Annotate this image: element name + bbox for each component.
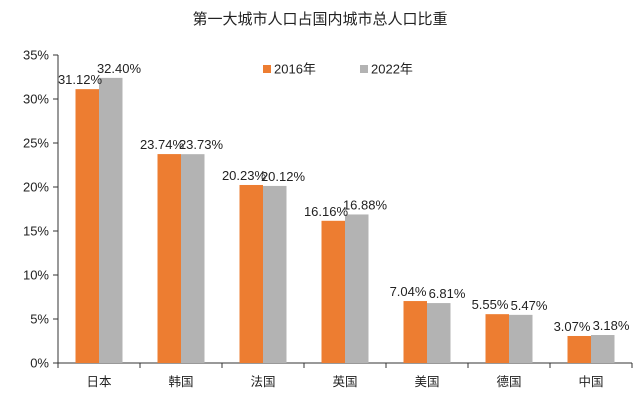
x-tick-label: 韩国 bbox=[168, 374, 193, 389]
bar-series1 bbox=[75, 89, 99, 364]
legend: 2016年 2022年 bbox=[263, 62, 413, 77]
data-label: 3.07% bbox=[554, 319, 591, 334]
y-tick-label: 20% bbox=[23, 180, 49, 195]
x-tick-label: 德国 bbox=[496, 374, 521, 389]
y-tick-label: 35% bbox=[23, 48, 49, 63]
y-tick-label: 25% bbox=[23, 136, 49, 151]
data-label: 3.18% bbox=[593, 318, 630, 333]
x-tick-label: 法国 bbox=[250, 374, 275, 389]
chart-title: 第一大城市人口占国内城市总人口比重 bbox=[192, 10, 447, 28]
data-labels: 31.12%32.40% 23.74%23.73% 20.23%20.12% 16.1… bbox=[58, 61, 630, 334]
data-label: 31.12% bbox=[58, 72, 103, 87]
bar-series1 bbox=[485, 314, 509, 363]
y-tick-label: 5% bbox=[30, 312, 49, 327]
y-tick-label: 10% bbox=[23, 268, 49, 283]
data-label: 20.23% bbox=[222, 168, 267, 183]
data-label: 32.40% bbox=[97, 61, 142, 76]
bars bbox=[75, 77, 615, 364]
data-label: 16.16% bbox=[304, 204, 349, 219]
data-label: 6.81% bbox=[429, 286, 466, 301]
bar-series1 bbox=[567, 335, 591, 363]
bar-series2 bbox=[345, 214, 369, 363]
bar-series2 bbox=[99, 77, 123, 363]
x-tick-label: 美国 bbox=[414, 374, 439, 389]
data-label: 5.55% bbox=[472, 297, 509, 312]
x-tick-label: 中国 bbox=[578, 374, 603, 389]
bar-series2 bbox=[427, 303, 451, 363]
data-label: 23.74% bbox=[140, 137, 185, 152]
legend-swatch bbox=[360, 65, 368, 73]
bar-series2 bbox=[181, 154, 205, 363]
data-label: 23.73% bbox=[179, 137, 224, 152]
bar-series2 bbox=[263, 185, 287, 363]
legend-label: 2016年 bbox=[274, 62, 316, 77]
bar-series1 bbox=[321, 220, 345, 363]
legend-swatch bbox=[263, 65, 271, 73]
y-tick-label: 15% bbox=[23, 224, 49, 239]
bar-series2 bbox=[509, 314, 533, 363]
x-tick-label: 日本 bbox=[86, 374, 112, 389]
x-axis: 日本 韩国 法国 英国 美国 德国 中国 bbox=[57, 362, 633, 389]
x-tick-label: 英国 bbox=[332, 374, 357, 389]
y-tick-label: 0% bbox=[30, 356, 49, 371]
bar-series2 bbox=[591, 335, 615, 363]
data-label: 5.47% bbox=[511, 298, 548, 313]
y-tick-label: 30% bbox=[23, 92, 49, 107]
data-label: 7.04% bbox=[390, 284, 427, 299]
data-label: 16.88% bbox=[343, 197, 388, 212]
bar-series1 bbox=[239, 184, 263, 363]
bar-series1 bbox=[403, 301, 427, 363]
data-label: 20.12% bbox=[261, 169, 306, 184]
y-axis: 0% 5% 10% 15% 20% 25% 30% 35% bbox=[23, 48, 59, 371]
bar-series1 bbox=[157, 154, 181, 363]
legend-label: 2022年 bbox=[371, 62, 413, 77]
